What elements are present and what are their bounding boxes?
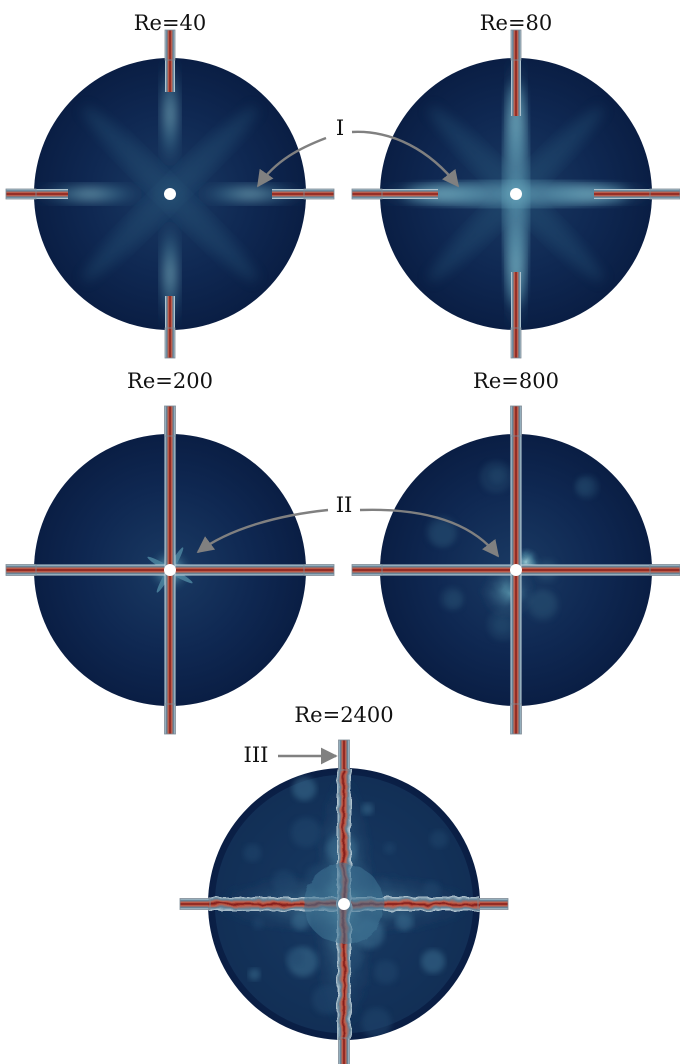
annotation-I: I [336, 116, 344, 140]
jet-inlet [511, 272, 521, 358]
arrow-II-left [196, 508, 329, 554]
arrow-I-left [257, 136, 327, 188]
arrow-I-right [351, 130, 460, 188]
jet-inlet [594, 189, 680, 199]
panel-title: Re=800 [473, 369, 559, 393]
panel-5: Re=2400 [179, 703, 509, 1064]
panel-3: Re=200 [5, 369, 335, 735]
jet-inlet [511, 30, 521, 116]
center-hole [338, 898, 350, 910]
panel-title: Re=200 [127, 369, 213, 393]
arrow-II-right [359, 508, 500, 558]
panel-2: Re=80 [351, 11, 680, 359]
panel-title: Re=2400 [294, 703, 393, 727]
annotation-III: III [244, 743, 269, 767]
jet-inlet [6, 189, 68, 199]
jet-inlet [165, 296, 175, 358]
panel-4: Re=800 [351, 369, 680, 735]
annotation-II: II [336, 493, 353, 517]
center-hole [164, 564, 176, 576]
jet-inlet [352, 189, 438, 199]
jets [352, 30, 680, 358]
jet-inlet [272, 189, 334, 199]
center-hole [510, 188, 522, 200]
jets [6, 30, 334, 358]
center-hole [164, 188, 176, 200]
center-hole [510, 564, 522, 576]
panel-1: Re=40 [5, 11, 335, 359]
jet-inlet [165, 30, 175, 92]
